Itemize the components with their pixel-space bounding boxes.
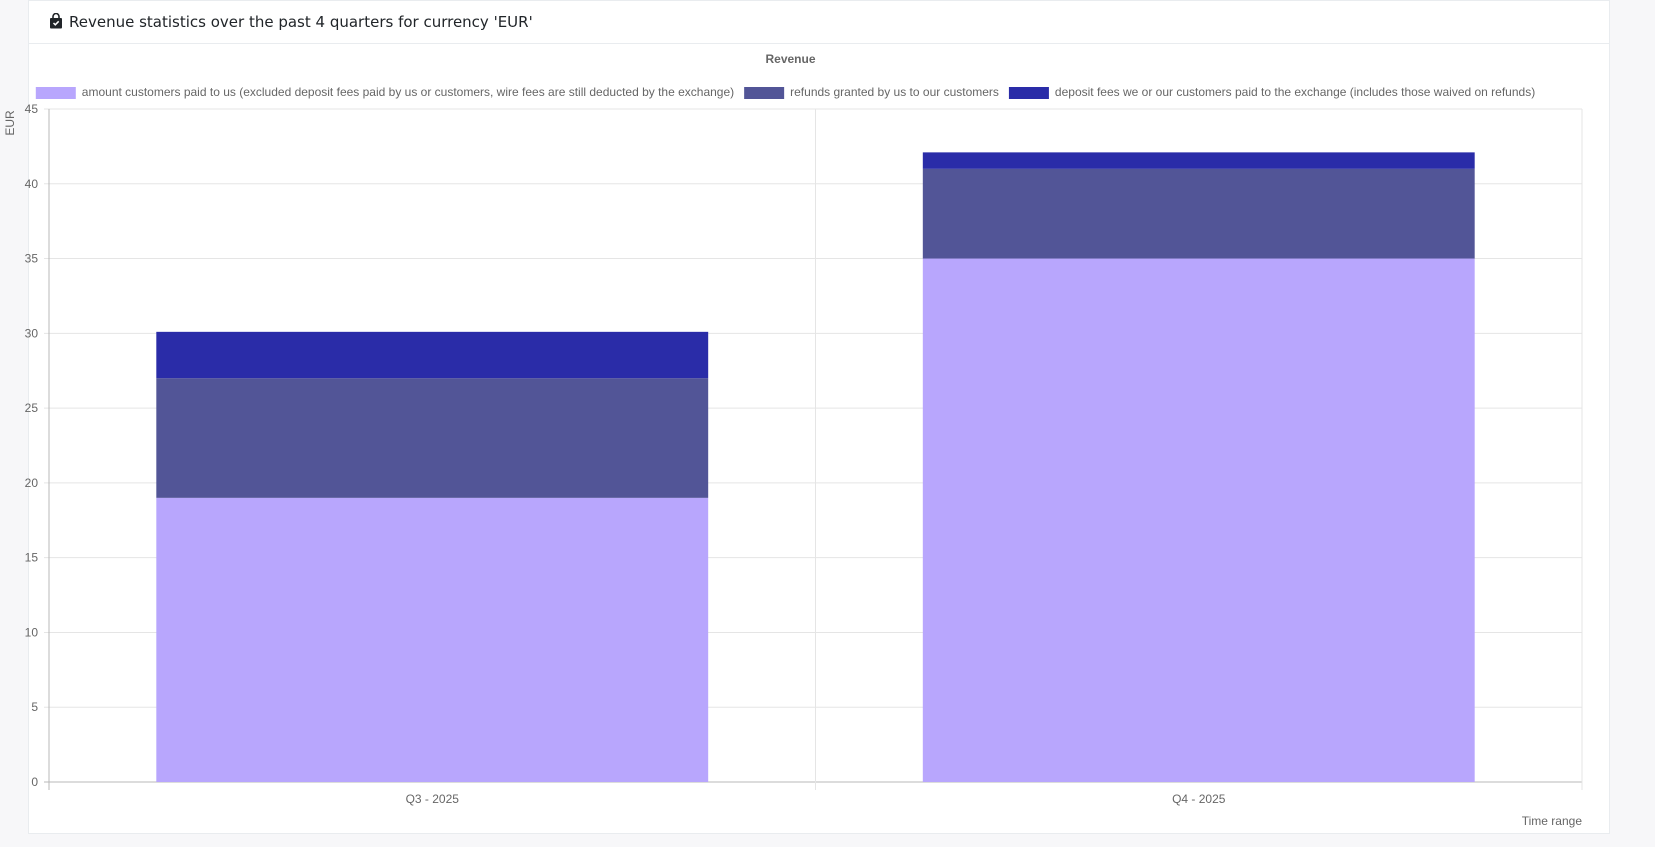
bar-2-series-1 bbox=[922, 258, 1475, 782]
chart-title: Revenue bbox=[765, 52, 815, 66]
card-title: Revenue statistics over the past 4 quart… bbox=[69, 13, 533, 31]
y-tick-label: 30 bbox=[25, 326, 39, 340]
card-header: Revenue statistics over the past 4 quart… bbox=[29, 1, 1609, 44]
y-tick-label: 25 bbox=[25, 401, 39, 415]
legend-swatch-3 bbox=[1008, 87, 1049, 99]
legend-label-1: amount customers paid to us (excluded de… bbox=[82, 85, 734, 99]
bar-1-series-3 bbox=[156, 331, 709, 379]
y-tick-label: 0 bbox=[31, 775, 38, 789]
y-tick-label: 45 bbox=[25, 102, 39, 116]
x-axis-label: Time range bbox=[1522, 814, 1583, 828]
y-tick-label: 15 bbox=[25, 551, 39, 565]
y-tick-label: 40 bbox=[25, 177, 39, 191]
x-tick-label: Q3 - 2025 bbox=[406, 792, 460, 806]
legend-swatch-1 bbox=[35, 87, 76, 99]
legend-label-3: deposit fees we or our customers paid to… bbox=[1055, 85, 1535, 99]
x-tick-label: Q4 - 2025 bbox=[1172, 792, 1226, 806]
y-tick-label: 5 bbox=[31, 700, 38, 714]
y-tick-label: 35 bbox=[25, 252, 39, 266]
bar-2-series-3 bbox=[922, 152, 1475, 169]
bar-2-series-2 bbox=[922, 168, 1475, 259]
legend-swatch-2 bbox=[744, 87, 785, 99]
y-tick-label: 10 bbox=[25, 625, 39, 639]
legend-label-2: refunds granted by us to our customers bbox=[790, 85, 999, 99]
y-axis-label: EUR bbox=[3, 110, 17, 136]
bar-1-series-1 bbox=[156, 497, 709, 782]
y-tick-label: 20 bbox=[25, 476, 39, 490]
shopping-bag-icon bbox=[50, 13, 62, 29]
bar-1-series-2 bbox=[156, 378, 709, 498]
